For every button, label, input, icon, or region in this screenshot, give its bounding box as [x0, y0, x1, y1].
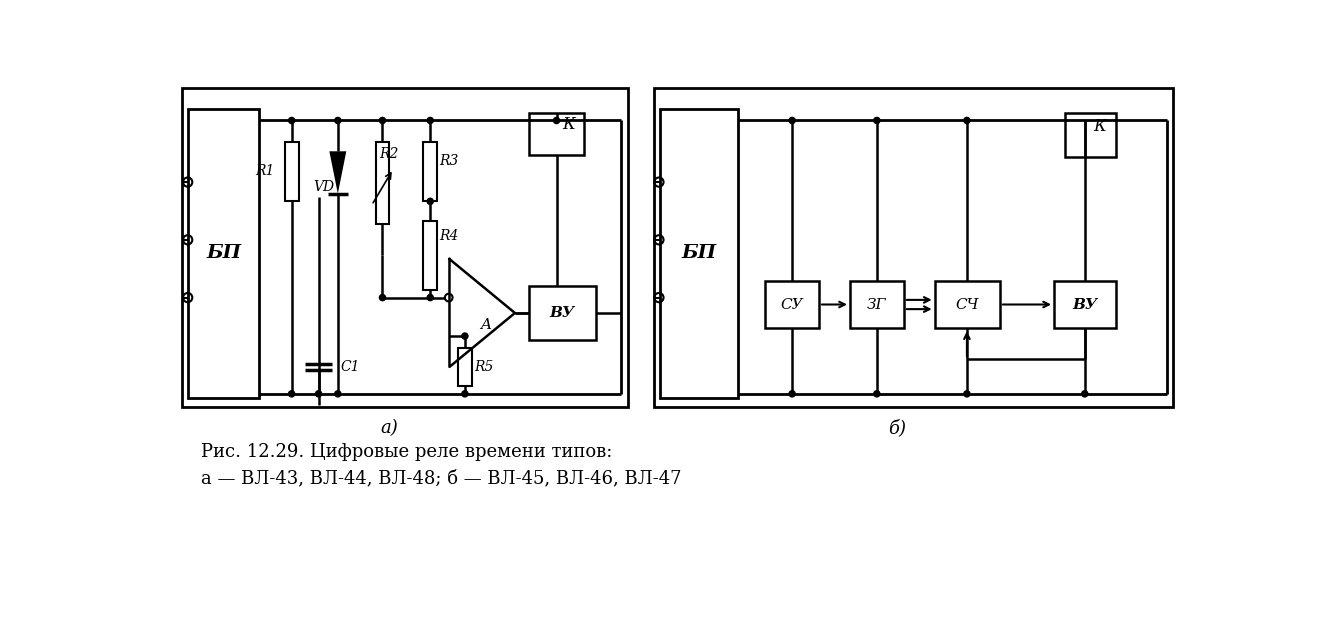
Circle shape [789, 118, 795, 124]
Circle shape [427, 295, 433, 301]
Text: К: К [563, 116, 575, 133]
Circle shape [789, 391, 795, 397]
Circle shape [316, 391, 321, 397]
Text: ЗГ: ЗГ [867, 298, 886, 311]
Circle shape [334, 118, 341, 124]
Text: R2: R2 [379, 147, 399, 160]
Bar [423, 142, 437, 201]
Text: СУ: СУ [781, 298, 803, 311]
Circle shape [334, 391, 341, 397]
Bar [528, 113, 584, 155]
Polygon shape [329, 151, 346, 194]
Text: ВУ: ВУ [1073, 298, 1098, 311]
Circle shape [379, 295, 386, 301]
Circle shape [1082, 391, 1087, 397]
Bar [285, 142, 299, 201]
Circle shape [873, 118, 880, 124]
Bar [765, 280, 819, 329]
Bar [654, 88, 1173, 407]
Text: C1: C1 [339, 360, 359, 374]
Bar [423, 220, 437, 290]
Circle shape [964, 118, 970, 124]
Text: VD: VD [313, 181, 334, 194]
Bar [182, 88, 627, 407]
Text: R5: R5 [474, 360, 494, 374]
Text: A: A [480, 318, 491, 332]
Circle shape [964, 391, 970, 397]
Text: R1: R1 [255, 164, 275, 178]
Text: а — ВЛ-43, ВЛ-44, ВЛ-48; б — ВЛ-45, ВЛ-46, ВЛ-47: а — ВЛ-43, ВЛ-44, ВЛ-48; б — ВЛ-45, ВЛ-4… [201, 470, 682, 488]
Circle shape [288, 118, 295, 124]
Text: Рис. 12.29. Цифровые реле времени типов:: Рис. 12.29. Цифровые реле времени типов: [201, 443, 612, 461]
Circle shape [462, 391, 468, 397]
Polygon shape [449, 259, 515, 367]
Text: СЧ: СЧ [955, 298, 979, 311]
Text: R4: R4 [440, 229, 458, 243]
Circle shape [462, 333, 468, 339]
Circle shape [1082, 118, 1087, 124]
Circle shape [873, 391, 880, 397]
Bar [934, 280, 1000, 329]
Text: ВУ: ВУ [550, 306, 575, 320]
Text: б): б) [889, 420, 906, 438]
Text: R3: R3 [440, 154, 458, 168]
Bar [659, 109, 738, 397]
Bar [1054, 280, 1115, 329]
Bar [849, 280, 904, 329]
Text: БП: БП [682, 244, 716, 262]
Bar [375, 142, 390, 225]
Text: К: К [1094, 118, 1106, 135]
Text: а): а) [380, 420, 399, 438]
Bar [189, 109, 259, 397]
Text: БП: БП [206, 244, 242, 262]
Circle shape [379, 118, 386, 124]
Circle shape [427, 118, 433, 124]
Bar [528, 286, 596, 340]
Circle shape [288, 391, 295, 397]
Bar [1066, 113, 1115, 157]
Circle shape [427, 198, 433, 204]
Bar [458, 348, 472, 386]
Circle shape [553, 118, 560, 124]
